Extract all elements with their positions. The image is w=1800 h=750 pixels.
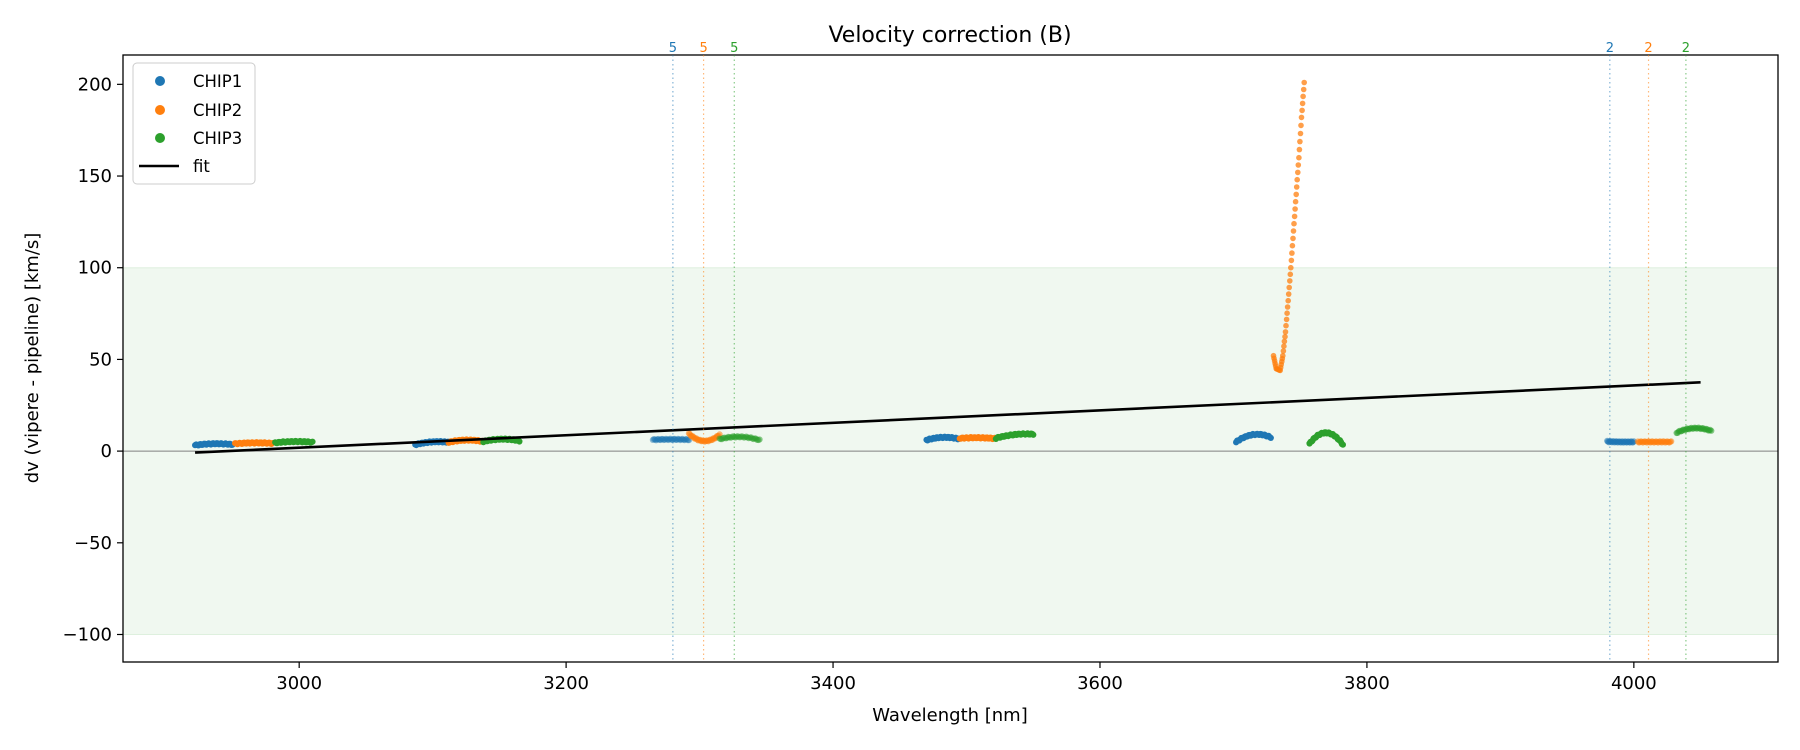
data-point-chip2-outlier [1292, 206, 1298, 212]
y-tick-label: −50 [74, 533, 112, 554]
legend-label-chip3: CHIP3 [193, 129, 242, 148]
data-point-chip2-outlier [1291, 220, 1297, 227]
data-point-chip3 [516, 438, 523, 445]
data-point-chip2-outlier [1280, 348, 1287, 354]
data-point-chip2-outlier [1286, 284, 1292, 291]
y-tick-label: −100 [63, 624, 112, 645]
data-point-chip2-outlier [1290, 235, 1296, 242]
data-point-chip2-outlier [1287, 271, 1294, 278]
data-point-chip3 [1708, 427, 1715, 434]
order-markers: 5 5 5 2 2 2 [669, 41, 1690, 662]
order-marker-label-2: 5 [730, 41, 738, 56]
plot-frame [122, 54, 1779, 663]
data-point-chip2-outlier [1299, 100, 1306, 107]
data-point-chip2-outlier [1282, 329, 1289, 335]
data-point-chip2-outlier [1292, 198, 1299, 205]
data-point-chip2-outlier [1288, 264, 1294, 271]
data-point-chip3 [1030, 431, 1037, 438]
order-marker-label-5: 2 [1682, 41, 1690, 56]
data-point-chip2-outlier [1291, 213, 1298, 220]
y-tick-label: 150 [78, 166, 112, 187]
legend-label-chip2: CHIP2 [193, 101, 242, 120]
legend-label-fit: fit [193, 157, 210, 176]
data-point-chip2-outlier [1300, 86, 1307, 93]
data-point-chip2-outlier [1281, 338, 1288, 345]
x-tick-label: 3200 [543, 673, 589, 694]
data-point-chip2-outlier [1284, 304, 1291, 310]
order-marker-label-1: 5 [699, 41, 707, 56]
y-tick-label: 0 [101, 441, 112, 462]
order-marker-label-0: 5 [669, 41, 677, 56]
data-point-chip2-outlier [1287, 278, 1293, 284]
data-point-chip2-outlier [1298, 122, 1304, 129]
data-point-chip2-outlier [1298, 114, 1305, 121]
data-point-chip2-outlier [1294, 176, 1300, 183]
fit-line [195, 381, 1701, 454]
legend-marker-chip3 [155, 133, 165, 143]
legend-marker-chip2 [155, 105, 165, 115]
data-point-chip2-outlier [1282, 333, 1288, 340]
x-axis-label: Wavelength [nm] [872, 705, 1028, 726]
data-point-chip2-outlier [1290, 228, 1297, 234]
data-point-chip2-outlier [1296, 146, 1303, 153]
y-tick-label: 100 [78, 258, 112, 279]
legend: CHIP1 CHIP2 CHIP3 fit [132, 62, 256, 185]
data-point-chip2-outlier [1285, 297, 1291, 304]
data-point-chip2-outlier [1283, 316, 1290, 323]
x-tick-label: 3600 [1077, 673, 1123, 694]
data-point-chip3 [756, 436, 763, 443]
legend-box [132, 62, 256, 185]
legend-marker-chip1 [155, 76, 165, 86]
x-tick-label: 4000 [1611, 673, 1657, 694]
background-layer [123, 267, 1778, 635]
data-point-chip2-outlier [1284, 310, 1290, 317]
data-point-chip2-outlier [1299, 107, 1305, 114]
data-point-chip2-outlier [1285, 291, 1292, 297]
order-marker-label-3: 2 [1606, 41, 1614, 56]
data-point-chip2-outlier [1300, 93, 1306, 100]
data-point-chip2-outlier [1281, 343, 1287, 350]
data-point-chip2-outlier [1295, 169, 1301, 176]
data-point-chip3 [309, 438, 316, 445]
data-point-chip2-outlier [1296, 154, 1302, 161]
legend-label-chip1: CHIP1 [193, 72, 242, 91]
axis-ticks: 3000 3200 3400 3600 3800 4000 −100 −50 0 50 100 150… [63, 74, 1657, 694]
data-point-chip1 [1267, 434, 1274, 441]
data-point-chip2-outlier [1283, 322, 1289, 329]
x-tick-label: 3000 [276, 673, 322, 694]
y-tick-label: 50 [89, 349, 112, 370]
data-point-chip2 [1668, 438, 1675, 445]
x-tick-label: 3400 [810, 673, 856, 694]
chart-title: Velocity correction (B) [828, 23, 1071, 48]
data-point-chip2-outlier [1297, 130, 1304, 137]
data-point-chip2-outlier [1280, 352, 1286, 359]
x-tick-label: 3800 [1344, 673, 1390, 694]
data-point-chip2-outlier [1293, 184, 1300, 190]
data-point-chip2-outlier [1288, 257, 1295, 264]
data-point-chip2-outlier [1297, 138, 1303, 145]
order-marker-label-4: 2 [1644, 41, 1652, 56]
data-point-chip3 [1339, 441, 1346, 448]
data-point-chip2-outlier [1293, 191, 1299, 198]
data-point-chip2-outlier [1289, 242, 1296, 249]
data-point-chip2-outlier [1295, 162, 1302, 168]
y-axis-label: dv (vipere - pipeline) [km/s] [22, 233, 43, 484]
data-point-chip2-outlier [1289, 250, 1295, 256]
y-tick-label: 200 [78, 74, 112, 95]
data-point-chip2-outlier [1301, 79, 1307, 86]
